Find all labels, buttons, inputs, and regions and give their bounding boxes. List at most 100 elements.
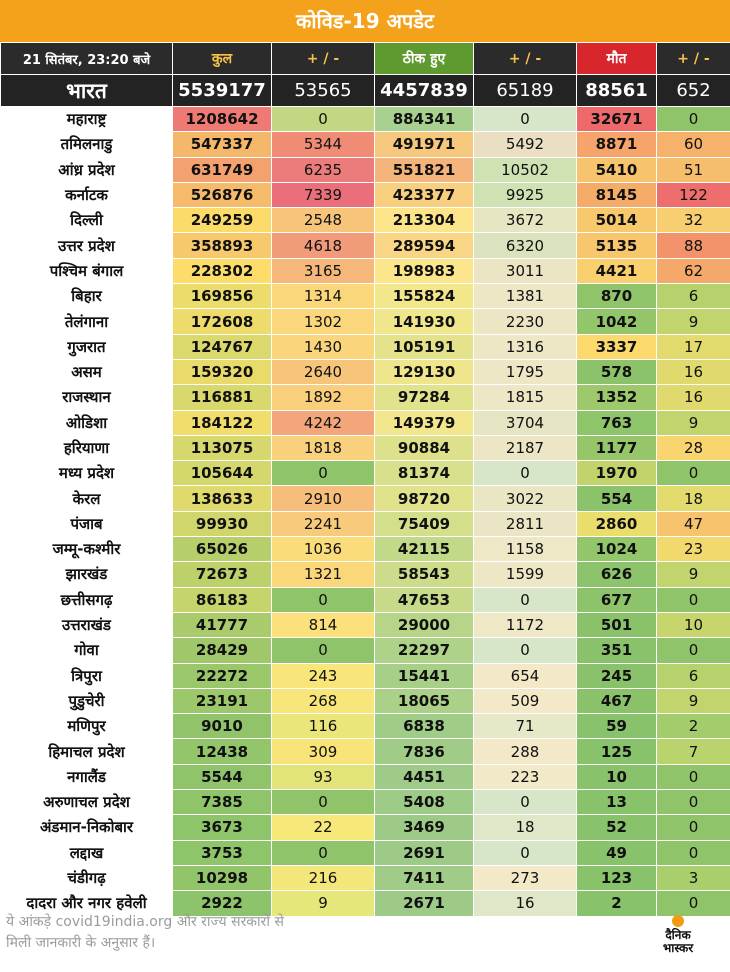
state-deaths: 32671 bbox=[576, 105, 657, 133]
state-recovered: 2691 bbox=[374, 839, 474, 866]
total-change-header: + / - bbox=[271, 42, 375, 75]
state-total-change: 1302 bbox=[271, 308, 375, 335]
state-deaths: 5135 bbox=[576, 232, 657, 259]
table-row: पश्चिम बंगाल 228302 3165 198983 3011 4421 62 bbox=[0, 257, 730, 285]
state-recovered: 29000 bbox=[374, 611, 474, 639]
state-recovered: 4451 bbox=[374, 763, 474, 791]
state-name: उत्तराखंड bbox=[0, 611, 173, 639]
state-deaths: 2860 bbox=[576, 510, 657, 538]
state-total: 23191 bbox=[172, 687, 272, 715]
state-recovered-change: 2811 bbox=[473, 510, 577, 538]
state-name: पंजाब bbox=[0, 510, 173, 538]
state-deaths: 52 bbox=[576, 814, 657, 841]
table-row: कर्नाटक 526876 7339 423377 9925 8145 122 bbox=[0, 181, 730, 209]
table-row: चंडीगढ़ 10298 216 7411 273 123 3 bbox=[0, 864, 730, 892]
state-name: राजस्थान bbox=[0, 384, 173, 411]
state-recovered-change: 288 bbox=[473, 738, 577, 765]
state-deaths-change: 6 bbox=[656, 283, 730, 310]
state-deaths-change: 6 bbox=[656, 662, 730, 689]
state-total-change: 1430 bbox=[271, 333, 375, 360]
state-recovered: 97284 bbox=[374, 384, 474, 411]
state-deaths-change: 3 bbox=[656, 864, 730, 892]
state-recovered-change: 0 bbox=[473, 105, 577, 133]
state-deaths: 125 bbox=[576, 738, 657, 765]
state-deaths: 1177 bbox=[576, 434, 657, 462]
state-deaths-change: 0 bbox=[656, 814, 730, 841]
footer-line-1: ये आंकड़े covid19india.org और राज्य सरका… bbox=[6, 914, 284, 930]
state-total-change: 1892 bbox=[271, 384, 375, 411]
table-row: गोवा 28429 0 22297 0 351 0 bbox=[0, 637, 730, 664]
state-recovered-change: 9925 bbox=[473, 181, 577, 209]
page-title: कोविड-19 अपडेट bbox=[0, 0, 730, 42]
sun-icon bbox=[672, 915, 684, 927]
state-total-change: 1036 bbox=[271, 536, 375, 563]
state-total: 124767 bbox=[172, 333, 272, 360]
table-row: राजस्थान 116881 1892 97284 1815 1352 16 bbox=[0, 384, 730, 411]
state-deaths-change: 0 bbox=[656, 890, 730, 917]
state-recovered: 75409 bbox=[374, 510, 474, 538]
table-row: मणिपुर 9010 116 6838 71 59 2 bbox=[0, 713, 730, 740]
state-recovered-change: 1815 bbox=[473, 384, 577, 411]
table-row: अरुणाचल प्रदेश 7385 0 5408 0 13 0 bbox=[0, 789, 730, 816]
state-name: गोवा bbox=[0, 637, 173, 664]
state-deaths-change: 16 bbox=[656, 358, 730, 386]
state-name: बिहार bbox=[0, 283, 173, 310]
state-recovered: 7836 bbox=[374, 738, 474, 765]
state-total: 526876 bbox=[172, 181, 272, 209]
state-recovered: 155824 bbox=[374, 283, 474, 310]
state-recovered: 81374 bbox=[374, 460, 474, 487]
state-deaths: 351 bbox=[576, 637, 657, 664]
state-total: 41777 bbox=[172, 611, 272, 639]
state-total: 65026 bbox=[172, 536, 272, 563]
state-total: 28429 bbox=[172, 637, 272, 664]
state-total: 72673 bbox=[172, 561, 272, 588]
state-deaths-change: 0 bbox=[656, 789, 730, 816]
state-recovered-change: 1158 bbox=[473, 536, 577, 563]
state-recovered-change: 0 bbox=[473, 789, 577, 816]
state-total: 5544 bbox=[172, 763, 272, 791]
state-recovered: 2671 bbox=[374, 890, 474, 917]
state-total-change: 2640 bbox=[271, 358, 375, 386]
deaths-change-header: + / - bbox=[656, 42, 730, 75]
state-total-change: 2548 bbox=[271, 207, 375, 234]
state-name: महाराष्ट्र bbox=[0, 105, 173, 133]
state-recovered-change: 16 bbox=[473, 890, 577, 917]
state-recovered: 129130 bbox=[374, 358, 474, 386]
state-recovered: 149379 bbox=[374, 409, 474, 436]
state-name: तमिलनाडु bbox=[0, 131, 173, 158]
state-name: कर्नाटक bbox=[0, 181, 173, 209]
state-recovered: 198983 bbox=[374, 257, 474, 285]
footer-note: ये आंकड़े covid19india.org और राज्य सरका… bbox=[6, 912, 366, 954]
table-row: असम 159320 2640 129130 1795 578 16 bbox=[0, 358, 730, 386]
state-recovered-change: 3672 bbox=[473, 207, 577, 234]
state-total-change: 243 bbox=[271, 662, 375, 689]
table-row: पुडुचेरी 23191 268 18065 509 467 9 bbox=[0, 687, 730, 715]
state-deaths: 1352 bbox=[576, 384, 657, 411]
table-row: हिमाचल प्रदेश 12438 309 7836 288 125 7 bbox=[0, 738, 730, 765]
state-deaths: 10 bbox=[576, 763, 657, 791]
state-recovered-change: 71 bbox=[473, 713, 577, 740]
state-recovered: 289594 bbox=[374, 232, 474, 259]
state-recovered-change: 1172 bbox=[473, 611, 577, 639]
state-total: 9010 bbox=[172, 713, 272, 740]
state-name: अरुणाचल प्रदेश bbox=[0, 789, 173, 816]
state-recovered-change: 2230 bbox=[473, 308, 577, 335]
state-recovered-change: 0 bbox=[473, 586, 577, 613]
state-name: दादरा और नगर हवेली bbox=[0, 890, 173, 917]
state-total: 105644 bbox=[172, 460, 272, 487]
table-row: पंजाब 99930 2241 75409 2811 2860 47 bbox=[0, 510, 730, 538]
table-row: ओडिशा 184122 4242 149379 3704 763 9 bbox=[0, 409, 730, 436]
brand-logo: दैनिक भास्कर bbox=[648, 915, 708, 961]
india-deaths: 88561 bbox=[576, 74, 657, 107]
state-recovered-change: 5492 bbox=[473, 131, 577, 158]
state-total: 631749 bbox=[172, 156, 272, 183]
state-deaths: 4421 bbox=[576, 257, 657, 285]
state-deaths-change: 9 bbox=[656, 687, 730, 715]
state-recovered-change: 0 bbox=[473, 637, 577, 664]
table-row: तमिलनाडु 547337 5344 491971 5492 8871 60 bbox=[0, 131, 730, 158]
state-recovered: 58543 bbox=[374, 561, 474, 588]
state-total: 99930 bbox=[172, 510, 272, 538]
state-total: 116881 bbox=[172, 384, 272, 411]
state-total-change: 2910 bbox=[271, 485, 375, 512]
state-deaths-change: 7 bbox=[656, 738, 730, 765]
